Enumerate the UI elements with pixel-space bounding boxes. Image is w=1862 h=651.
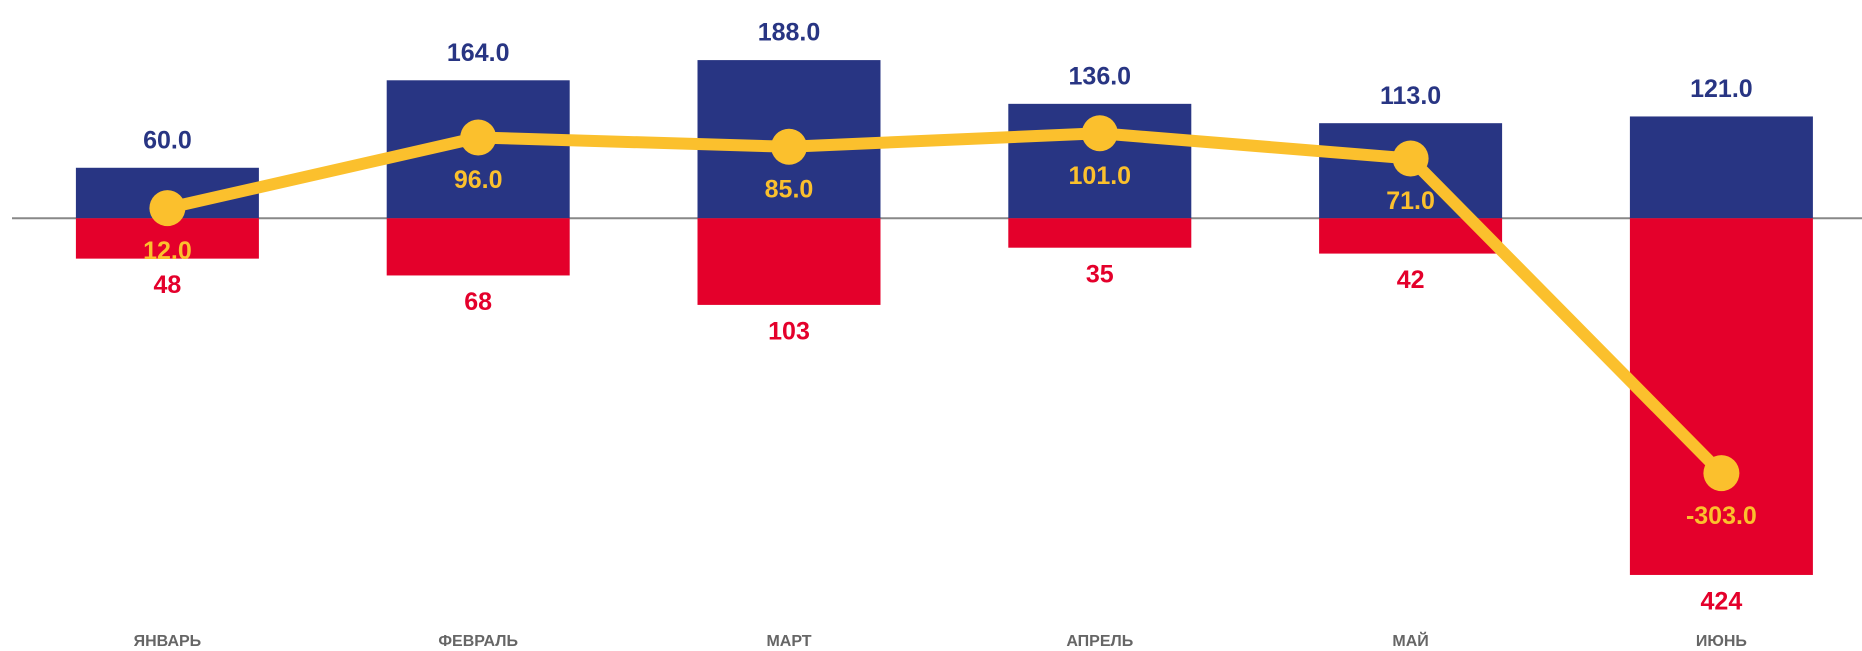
data-label: 12.0 [143, 237, 192, 265]
marker [1703, 455, 1740, 492]
x-tick-label: ЯНВАРЬ [134, 633, 202, 650]
data-label: 101.0 [1069, 162, 1132, 190]
data-label: 71.0 [1386, 187, 1435, 215]
bar [1629, 218, 1813, 575]
data-label: 96.0 [454, 166, 503, 194]
marker [149, 190, 186, 227]
data-label: 188.0 [758, 19, 821, 47]
x-tick-label: АПРЕЛЬ [1066, 633, 1133, 650]
data-label: 68 [464, 288, 492, 316]
data-label: 48 [153, 271, 181, 299]
marker [1081, 115, 1118, 152]
bar [1629, 116, 1813, 219]
line [166, 127, 1726, 478]
data-label: 103 [768, 318, 810, 346]
data-label: 85.0 [765, 175, 814, 203]
data-label: 164.0 [447, 39, 510, 67]
x-tick-label: ФЕВРАЛЬ [438, 633, 518, 650]
x-tick-label: МАРТ [766, 633, 811, 650]
x-tick-label: МАЙ [1392, 631, 1428, 650]
data-label: 42 [1397, 266, 1425, 294]
data-label: 35 [1086, 260, 1114, 288]
data-label: 60.0 [143, 126, 192, 154]
data-label: -303.0 [1686, 502, 1757, 530]
bar [697, 218, 881, 305]
bar [386, 218, 570, 276]
marker [460, 119, 497, 156]
marker [771, 128, 807, 165]
data-label: 424 [1701, 588, 1743, 616]
marker [1392, 140, 1429, 177]
bar [1008, 218, 1192, 248]
data-label: 136.0 [1069, 62, 1132, 90]
data-label: 121.0 [1690, 75, 1753, 103]
x-tick-label: ИЮНЬ [1696, 633, 1747, 650]
data-label: 113.0 [1380, 82, 1441, 110]
